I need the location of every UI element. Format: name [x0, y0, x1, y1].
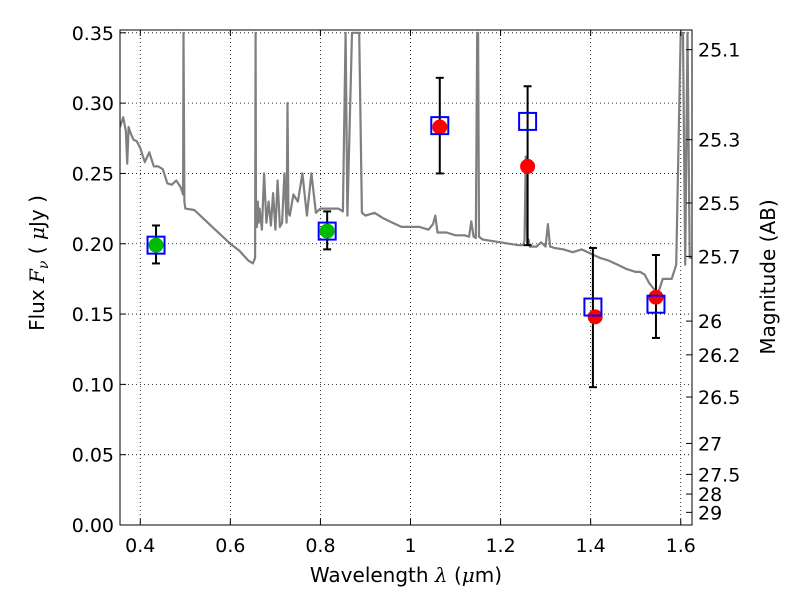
y2-tick-label: 27 [698, 433, 722, 455]
x-tick-label: 0.4 [125, 535, 155, 557]
y-tick-label: 0.10 [72, 374, 114, 396]
plot-frame [119, 29, 693, 526]
x-tick-label: 1.4 [576, 535, 606, 557]
data-point-circle [432, 119, 448, 135]
y2-tick-label: 26.2 [698, 345, 740, 367]
data-point-square [146, 235, 166, 255]
y2-axis-label: Magnitude (AB) [756, 199, 780, 354]
y2-tick-label: 27.5 [698, 464, 740, 486]
data-markers [146, 111, 666, 325]
data-point-circle [319, 223, 335, 239]
y-tick-label: 0.20 [72, 234, 114, 256]
data-point-square [430, 116, 450, 136]
data-point-square [518, 111, 538, 131]
y-axis-label: Flux Fν ( μJy ) [25, 195, 52, 331]
y2-tick-label: 25.1 [698, 40, 740, 62]
data-point-square [583, 297, 603, 317]
x-tick-label: 1.6 [666, 535, 696, 557]
y2-tick-label: 25.3 [698, 130, 740, 152]
y2-tick-label: 26.5 [698, 387, 740, 409]
data-point-circle [148, 237, 164, 253]
axis-ticks: 0.4 0.6 0.8 1 1.2 1.4 1.6 0.00 0.05 0.10 0.15 0.20 0… [72, 23, 741, 557]
data-point-circle [520, 158, 536, 174]
data-point-circle [587, 309, 603, 325]
y2-tick-label: 29 [698, 502, 722, 524]
sed-template-line [120, 31, 692, 295]
data-point-circle [648, 289, 664, 305]
y-tick-label: 0.25 [72, 163, 114, 185]
x-axis-label: Wavelength λ (μm) [310, 563, 502, 587]
data-point-square [317, 221, 337, 241]
x-tick-label: 1 [404, 535, 416, 557]
y2-tick-label: 25.5 [698, 193, 740, 215]
y-tick-label: 0.35 [72, 23, 114, 45]
y-tick-label: 0.15 [72, 304, 114, 326]
x-tick-label: 0.8 [305, 535, 335, 557]
data-point-square [646, 294, 666, 314]
x-tick-label: 1.2 [485, 535, 515, 557]
y2-tick-label: 26 [698, 311, 722, 333]
x-tick-label: 0.6 [215, 535, 245, 557]
y2-tick-label: 28 [698, 484, 722, 506]
y-tick-label: 0.05 [72, 445, 114, 467]
y2-tick-label: 25.7 [698, 246, 740, 268]
y-tick-label: 0.30 [72, 93, 114, 115]
y-tick-label: 0.00 [72, 515, 114, 537]
